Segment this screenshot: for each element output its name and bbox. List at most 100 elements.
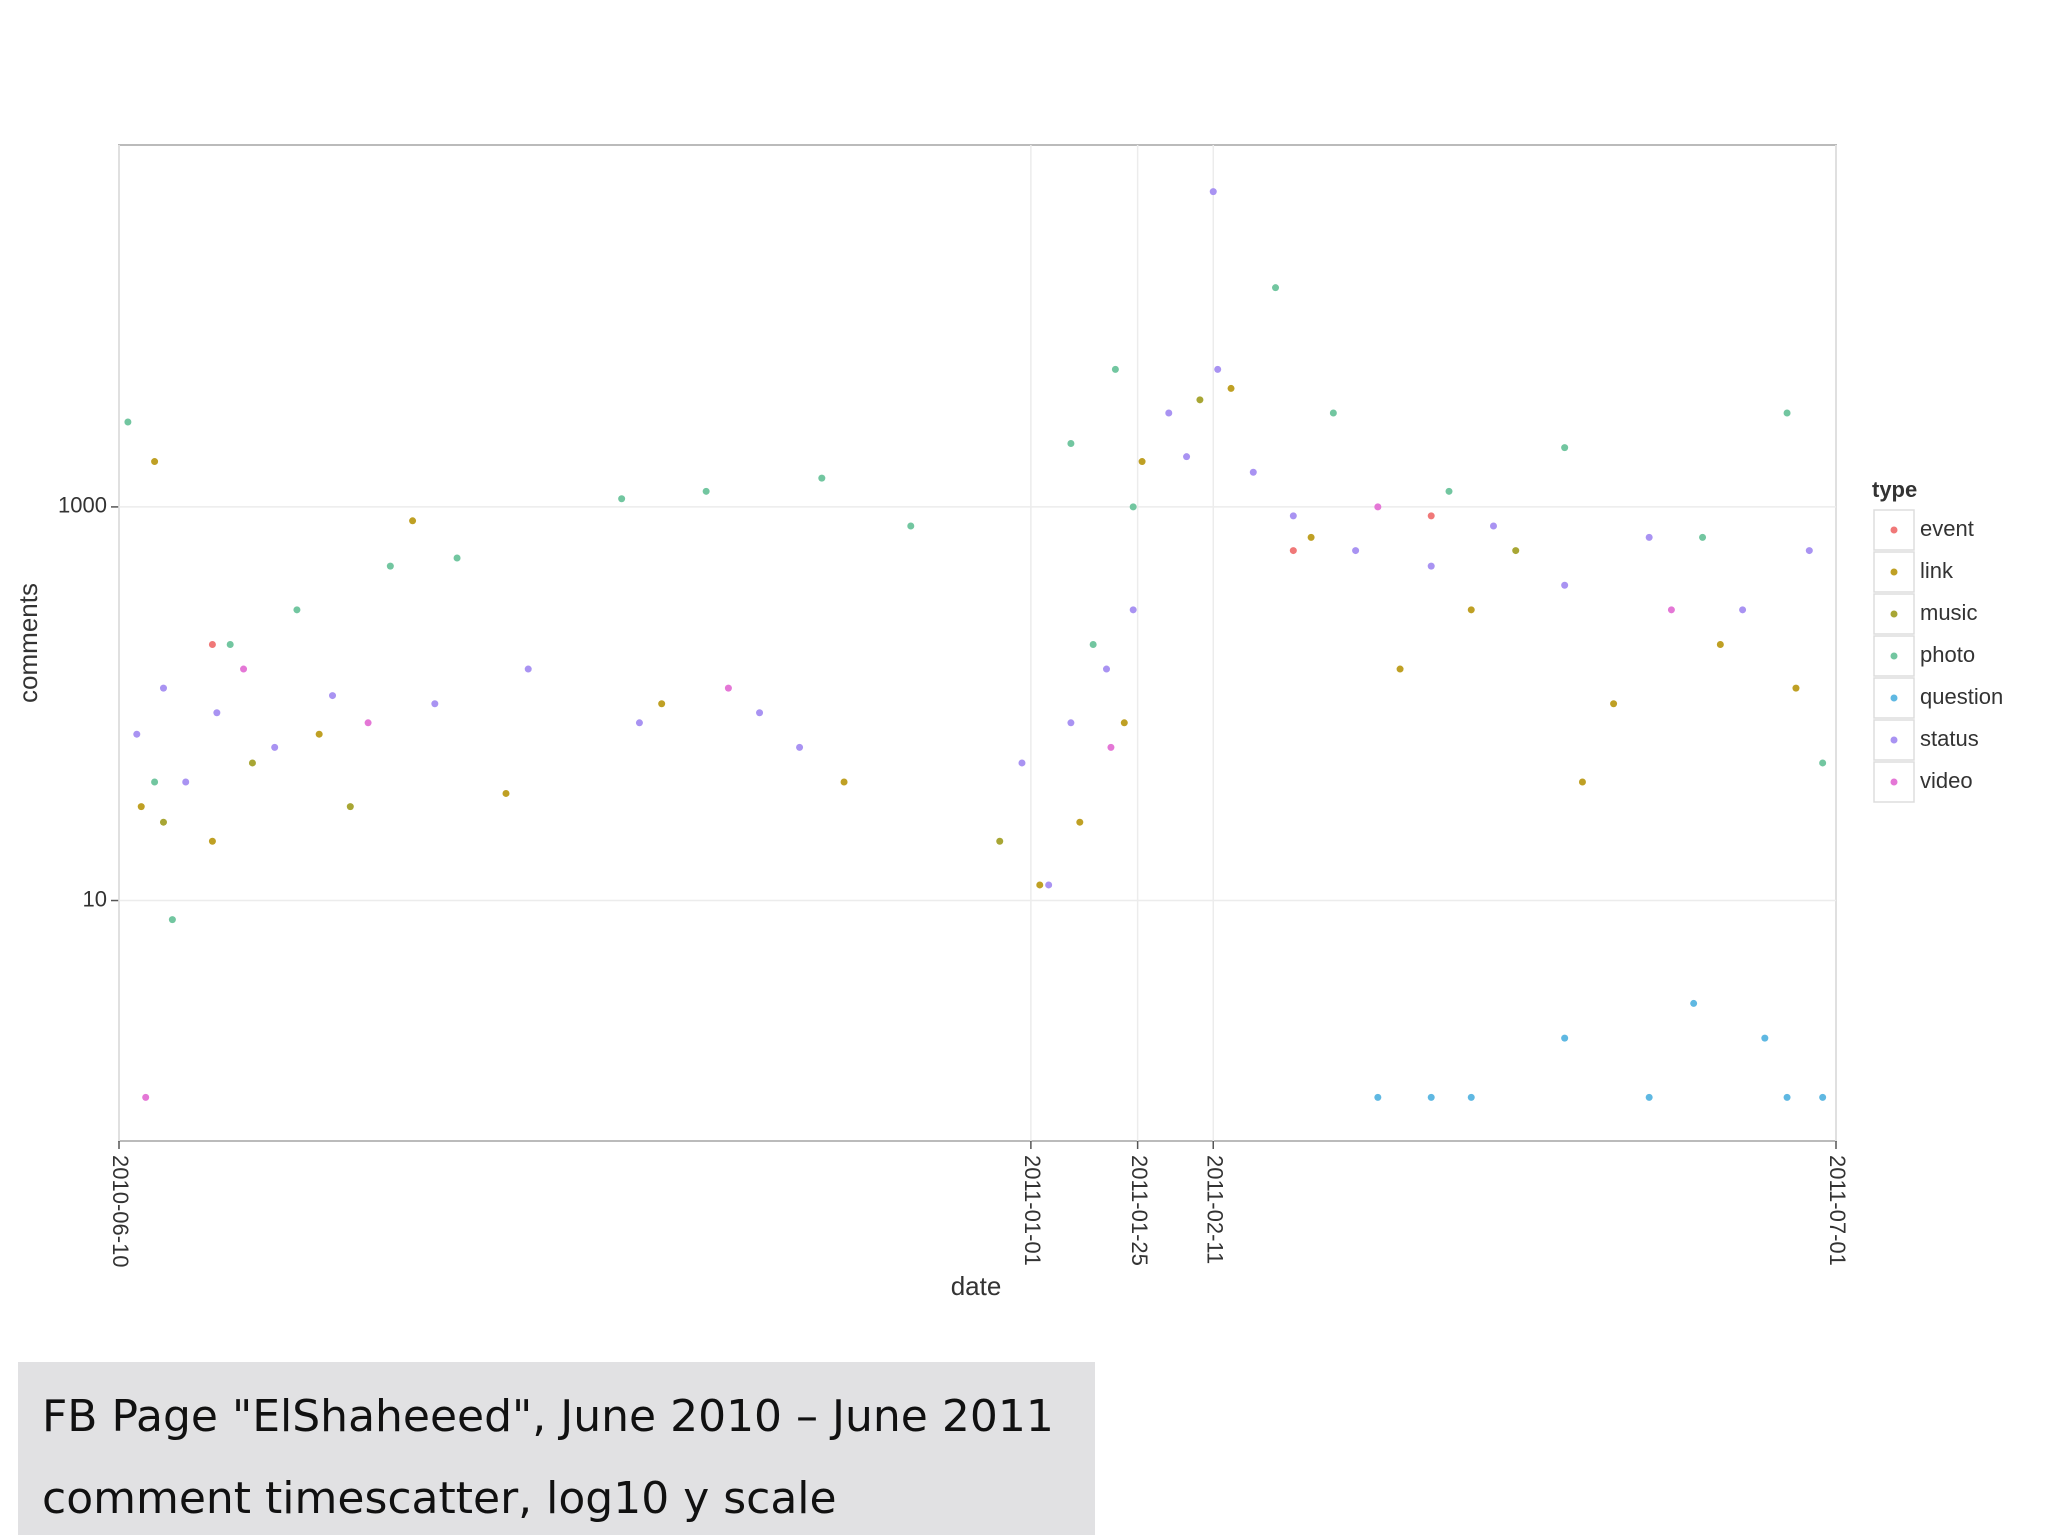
legend-label: question <box>1920 684 2003 709</box>
legend-dot <box>1890 736 1898 744</box>
point <box>1227 384 1235 392</box>
point <box>1165 409 1173 417</box>
point <box>1761 1034 1769 1042</box>
point <box>1783 409 1791 417</box>
legend-label: status <box>1920 726 1979 751</box>
x-tick-label: 2011-01-01 <box>1020 1155 1045 1266</box>
point <box>1561 444 1569 452</box>
y-tick-label: 1000 <box>58 493 107 518</box>
caption-subtitle: comment timescatter, log10 y scale <box>42 1473 837 1524</box>
point <box>1307 533 1315 541</box>
point <box>1129 606 1137 614</box>
point <box>1120 719 1128 727</box>
point <box>1467 606 1475 614</box>
point <box>1561 581 1569 589</box>
point <box>133 730 141 738</box>
point <box>1129 503 1137 511</box>
point <box>1183 453 1191 461</box>
point <box>1138 458 1146 466</box>
point <box>502 789 510 797</box>
point <box>226 640 234 648</box>
point <box>1076 818 1084 826</box>
point <box>1249 468 1257 476</box>
y-tick-label: 10 <box>83 886 107 911</box>
point <box>248 759 256 767</box>
legend-label: photo <box>1920 642 1975 667</box>
point <box>151 778 159 786</box>
point <box>756 709 764 717</box>
legend-label: music <box>1920 600 1977 625</box>
point <box>1489 522 1497 530</box>
point <box>1272 284 1280 292</box>
point <box>1196 396 1204 404</box>
point <box>1427 562 1435 570</box>
point <box>1667 606 1675 614</box>
point <box>1427 1093 1435 1101</box>
point <box>1374 1093 1382 1101</box>
point <box>840 778 848 786</box>
point <box>182 778 190 786</box>
point <box>1102 665 1110 673</box>
point <box>1396 665 1404 673</box>
point <box>1512 547 1520 555</box>
point <box>1018 759 1026 767</box>
point <box>431 700 439 708</box>
point <box>907 522 915 530</box>
point <box>168 916 176 924</box>
x-tick-label: 2010-06-10 <box>108 1155 133 1268</box>
point <box>159 818 167 826</box>
legend-title: type <box>1872 477 1917 502</box>
point <box>524 665 532 673</box>
point <box>346 803 354 811</box>
point <box>1561 1034 1569 1042</box>
caption-title: FB Page "ElShaheeed", June 2010 – June 2… <box>42 1391 1054 1442</box>
point <box>329 692 337 700</box>
x-axis-title: date <box>951 1271 1002 1301</box>
point <box>1045 881 1053 889</box>
point <box>1716 640 1724 648</box>
y-axis-title: comments <box>13 583 43 703</box>
point <box>1067 719 1075 727</box>
point <box>1427 512 1435 520</box>
point <box>1578 778 1586 786</box>
point <box>1214 365 1222 373</box>
point <box>1805 547 1813 555</box>
point <box>1374 503 1382 511</box>
point <box>1107 743 1115 751</box>
point <box>315 730 323 738</box>
point <box>996 837 1004 845</box>
point <box>124 418 132 426</box>
point <box>1819 1093 1827 1101</box>
point <box>702 487 710 495</box>
point <box>1289 547 1297 555</box>
caption: FB Page "ElShaheeed", June 2010 – June 2… <box>18 1362 1095 1535</box>
point <box>1739 606 1747 614</box>
point <box>1445 487 1453 495</box>
point <box>1645 533 1653 541</box>
plot-panel <box>118 144 1837 1142</box>
chart: date comments type 10 1000 2010-06-10 2011-… <box>13 144 2003 1301</box>
point <box>240 665 248 673</box>
point <box>159 684 167 692</box>
point <box>796 743 804 751</box>
point <box>618 495 626 503</box>
x-tick-label: 2011-02-11 <box>1202 1155 1227 1264</box>
point <box>208 837 216 845</box>
legend-label: event <box>1920 516 1974 541</box>
point <box>453 554 461 562</box>
legend-label: link <box>1920 558 1954 583</box>
point <box>293 606 301 614</box>
point <box>658 700 666 708</box>
point <box>1699 533 1707 541</box>
point <box>1352 547 1360 555</box>
point <box>1783 1093 1791 1101</box>
point <box>364 719 372 727</box>
x-tick-label: 2011-01-25 <box>1127 1155 1152 1266</box>
point <box>151 458 159 466</box>
point <box>1111 365 1119 373</box>
legend-dot <box>1890 652 1898 660</box>
point <box>1610 700 1618 708</box>
point <box>818 474 826 482</box>
legend-key <box>1873 761 1915 803</box>
